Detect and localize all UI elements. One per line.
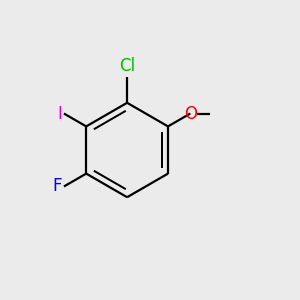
Text: F: F [53,178,62,196]
Text: O: O [184,104,197,122]
Text: I: I [57,104,62,122]
Text: Cl: Cl [119,57,135,75]
